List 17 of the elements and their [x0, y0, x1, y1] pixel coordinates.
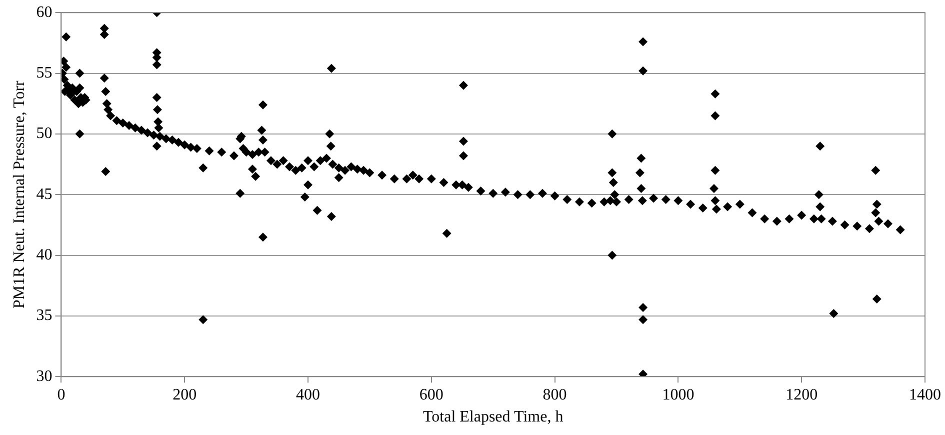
- x-tick-label: 1000: [662, 386, 694, 404]
- y-tick-label: 60: [36, 4, 52, 21]
- x-tick-label: 1200: [786, 386, 818, 404]
- y-tick-label: 35: [36, 307, 52, 324]
- x-tick-label: 600: [419, 386, 444, 404]
- x-tick-label: 200: [172, 386, 197, 404]
- x-tick-label: 0: [57, 386, 66, 404]
- y-tick-label: 45: [36, 186, 52, 203]
- x-axis-title: Total Elapsed Time, h: [422, 408, 564, 426]
- y-tick-label: 55: [36, 64, 52, 82]
- x-tick-label: 800: [542, 386, 567, 404]
- x-tick-label: 400: [296, 386, 320, 404]
- y-axis-title: PM1R Neut. Internal Pressure, Torr: [10, 80, 28, 309]
- y-tick-label: 50: [36, 125, 52, 142]
- y-tick-label: 30: [36, 368, 52, 385]
- x-tick-label: 1400: [909, 386, 941, 404]
- y-tick-label: 40: [36, 246, 52, 264]
